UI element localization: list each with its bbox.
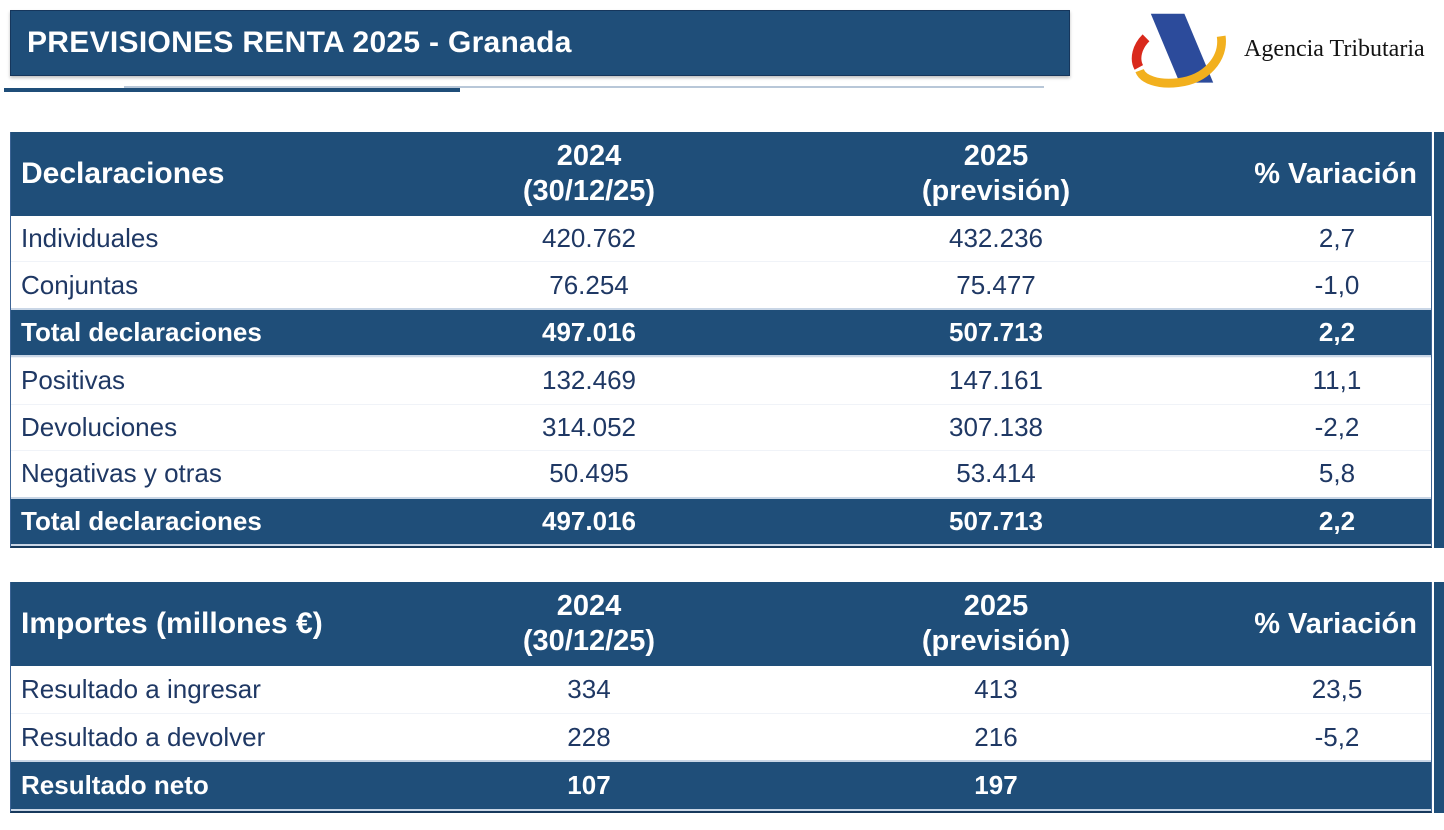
value-variation: -1,0	[1314, 269, 1360, 300]
value-2024: 497.016	[542, 505, 636, 536]
value-2024: 132.469	[542, 365, 636, 396]
column-header-variacion: % Variación	[1254, 157, 1417, 190]
value-variation: -2,2	[1314, 411, 1360, 442]
value-2025: 413	[974, 673, 1018, 704]
value-2025: 507.713	[949, 317, 1043, 348]
value-2024: 107	[567, 770, 611, 801]
table-row-conjuntas: Conjuntas 76.254 75.477 -1,0	[11, 261, 1431, 308]
value-2024: 50.495	[549, 458, 629, 489]
value-variation: -5,2	[1314, 721, 1360, 752]
value-2025: 53.414	[956, 458, 1036, 489]
row-label: Positivas	[21, 365, 126, 396]
value-variation: 2,2	[1318, 317, 1356, 348]
value-variation: 2,2	[1318, 505, 1356, 536]
declaraciones-table-header: Declaraciones 2024 (30/12/25) 2025 (prev…	[11, 132, 1431, 216]
table-row-resultado-neto: Resultado neto 107 197	[11, 760, 1431, 812]
table-row-resultado-a-devolver: Resultado a devolver 228 216 -5,2	[11, 712, 1431, 761]
row-label: Resultado a ingresar	[21, 673, 261, 704]
title-underline	[4, 86, 1044, 92]
row-label: Negativas y otras	[21, 458, 222, 489]
logo-text: Agencia Tributaria	[1244, 35, 1425, 62]
row-label: Individuales	[21, 223, 159, 254]
value-2024: 314.052	[542, 411, 636, 442]
column-header-2024: 2024 (30/12/25)	[522, 140, 656, 207]
value-2025: 75.477	[956, 269, 1036, 300]
page-title-bar: PREVISIONES RENTA 2025 - Granada	[10, 10, 1070, 76]
column-header-variacion: % Variación	[1254, 607, 1417, 640]
aeat-logo-icon	[1131, 13, 1226, 88]
agencia-tributaria-logo: Agencia Tributaria	[1122, 6, 1438, 92]
table-row-total-declaraciones: Total declaraciones 497.016 507.713 2,2	[11, 496, 1431, 546]
column-header-2025: 2025 (previsión)	[921, 590, 1071, 657]
table-row-negativas-y-otras: Negativas y otras 50.495 53.414 5,8	[11, 450, 1431, 497]
value-2024: 497.016	[542, 317, 636, 348]
value-2024: 228	[567, 721, 611, 752]
value-variation: 2,7	[1318, 223, 1356, 254]
declaraciones-table: Declaraciones 2024 (30/12/25) 2025 (prev…	[10, 132, 1432, 548]
column-header-importes: Importes (millones €)	[21, 607, 323, 640]
right-edge-strip	[1434, 132, 1444, 548]
value-2024: 76.254	[549, 269, 629, 300]
value-variation	[1187, 762, 1431, 809]
value-2024: 420.762	[542, 223, 636, 254]
row-label: Conjuntas	[21, 269, 139, 300]
column-header-2025: 2025 (previsión)	[921, 140, 1071, 207]
page-title: PREVISIONES RENTA 2025 - Granada	[27, 26, 572, 59]
value-2025: 197	[974, 770, 1018, 801]
row-label: Resultado neto	[21, 770, 209, 801]
row-label: Resultado a devolver	[21, 721, 266, 752]
value-2025: 507.713	[949, 505, 1043, 536]
table-row-devoluciones: Devoluciones 314.052 307.138 -2,2	[11, 403, 1431, 451]
value-variation: 5,8	[1318, 458, 1356, 489]
column-header-2024: 2024 (30/12/25)	[522, 590, 656, 657]
column-header-declaraciones: Declaraciones	[21, 157, 225, 190]
value-variation: 11,1	[1312, 365, 1362, 396]
table-row-total-declaraciones: Total declaraciones 497.016 507.713 2,2	[11, 307, 1431, 358]
importes-table-header: Importes (millones €) 2024 (30/12/25) 20…	[11, 582, 1431, 666]
value-2025: 216	[974, 721, 1018, 752]
importes-table: Importes (millones €) 2024 (30/12/25) 20…	[10, 582, 1432, 813]
row-label: Devoluciones	[21, 411, 178, 442]
value-2025: 307.138	[949, 411, 1043, 442]
value-2025: 432.236	[949, 223, 1043, 254]
value-variation: 23,5	[1311, 673, 1363, 704]
row-label: Total declaraciones	[21, 505, 262, 536]
value-2025: 147.161	[949, 365, 1043, 396]
right-edge-strip	[1434, 582, 1444, 813]
table-row-positivas: Positivas 132.469 147.161 11,1	[11, 357, 1431, 404]
table-row-resultado-a-ingresar: Resultado a ingresar 334 413 23,5	[11, 666, 1431, 713]
table-row-individuales: Individuales 420.762 432.236 2,7	[11, 216, 1431, 262]
row-label: Total declaraciones	[21, 317, 262, 348]
value-2024: 334	[567, 673, 611, 704]
